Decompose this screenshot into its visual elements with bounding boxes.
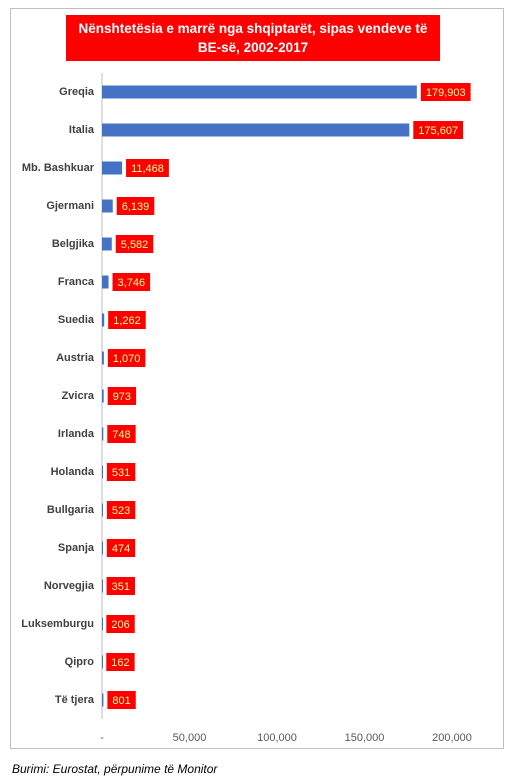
bar <box>102 313 105 327</box>
bar <box>102 655 103 669</box>
chart-frame <box>10 8 504 749</box>
value-label-box <box>413 121 464 139</box>
value-label: 474 <box>112 543 130 555</box>
bar <box>102 199 113 213</box>
bar <box>102 275 109 289</box>
value-label: 206 <box>111 619 129 631</box>
bar <box>102 579 103 593</box>
value-label-box <box>112 273 151 291</box>
y-tick-label: Zvicra <box>62 390 95 402</box>
y-tick-label: Norvegjia <box>44 580 95 592</box>
value-label: 3,746 <box>118 277 146 289</box>
bar <box>102 541 103 555</box>
value-label-box <box>107 691 136 709</box>
bar <box>102 693 104 707</box>
bar <box>102 617 103 631</box>
value-label-box <box>106 463 136 481</box>
value-label: 748 <box>112 429 130 441</box>
bar <box>102 123 410 137</box>
y-tick-label: Gjermani <box>46 200 94 212</box>
value-label: 1,262 <box>113 315 141 327</box>
bar <box>102 389 104 403</box>
bar <box>102 351 104 365</box>
value-label: 973 <box>113 391 131 403</box>
bar <box>102 503 103 517</box>
caption: Burimi: Eurostat, përpunime të Monitor <box>12 762 218 776</box>
value-label-box <box>116 197 155 215</box>
y-tick-label: Italia <box>69 124 95 136</box>
y-tick-label: Të tjera <box>55 694 95 706</box>
y-tick-label: Mb. Bashkuar <box>22 162 95 174</box>
y-tick-label: Suedia <box>58 314 95 326</box>
value-label-box <box>115 235 154 253</box>
value-label: 179,903 <box>426 87 466 99</box>
value-label-box <box>106 653 135 671</box>
y-tick-label: Luksemburgu <box>21 618 94 630</box>
x-tick-label: 50,000 <box>173 732 207 744</box>
value-label: 351 <box>112 581 130 593</box>
value-label-box <box>106 615 135 633</box>
value-label: 6,139 <box>122 201 150 213</box>
y-tick-label: Spanja <box>58 542 95 554</box>
y-tick-label: Holanda <box>51 466 95 478</box>
value-label-box <box>107 387 137 405</box>
value-label: 162 <box>111 657 129 669</box>
value-label-box <box>108 311 146 329</box>
value-label: 175,607 <box>418 125 458 137</box>
bar <box>102 465 103 479</box>
y-tick-label: Greqia <box>59 86 95 98</box>
value-label-box <box>107 349 146 367</box>
bar <box>102 161 123 175</box>
y-tick-label: Bullgaria <box>47 504 95 516</box>
bar <box>102 427 104 441</box>
x-tick-label: - <box>100 732 104 744</box>
value-label-box <box>106 539 136 557</box>
y-tick-label: Austria <box>56 352 95 364</box>
value-label: 523 <box>112 505 130 517</box>
value-label-box <box>420 83 471 101</box>
y-tick-label: Belgjika <box>52 238 95 250</box>
y-tick-label: Franca <box>58 276 95 288</box>
x-tick-label: 200,000 <box>432 732 472 744</box>
value-label: 5,582 <box>121 239 149 251</box>
value-label-box <box>126 159 169 177</box>
value-label-box <box>106 501 136 519</box>
value-label-box <box>106 577 135 595</box>
x-tick-label: 100,000 <box>257 732 297 744</box>
value-label: 531 <box>112 467 130 479</box>
bar <box>102 85 417 99</box>
value-label: 11,468 <box>131 163 164 175</box>
bar <box>102 237 112 251</box>
value-label: 801 <box>112 695 130 707</box>
y-tick-label: Irlanda <box>58 428 95 440</box>
y-tick-label: Qipro <box>65 656 95 668</box>
value-label-box <box>107 425 136 443</box>
x-tick-label: 150,000 <box>345 732 385 744</box>
chart-title: Nënshtetësia e marrë nga shqiptarët, sip… <box>66 15 440 61</box>
value-label: 1,070 <box>113 353 141 365</box>
